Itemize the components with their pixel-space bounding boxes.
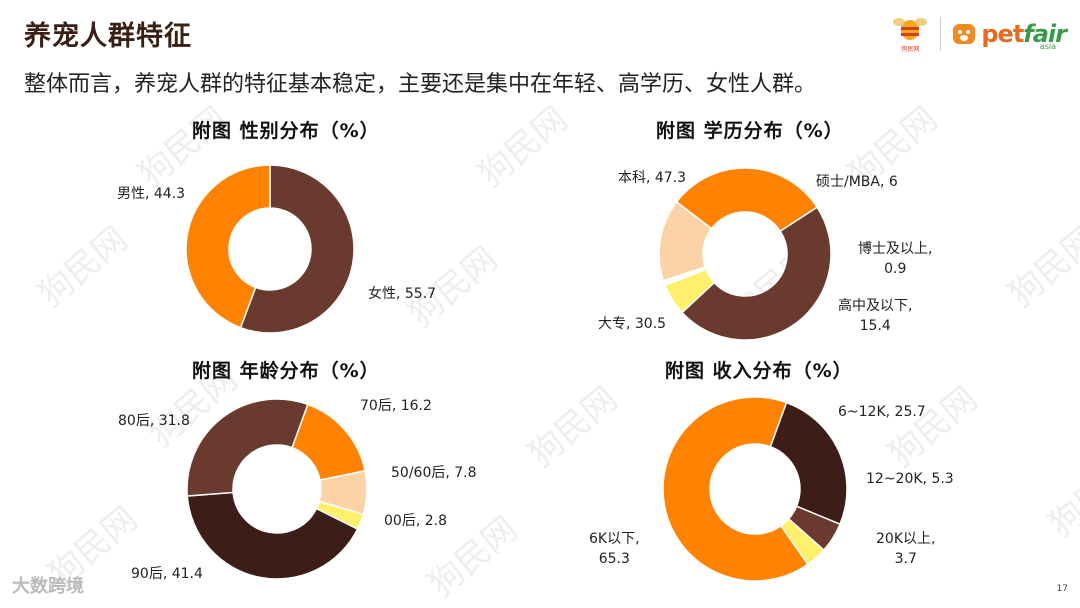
- goumin-logo: 狗民网: [890, 14, 930, 54]
- education-chart-title: 附图 学历分布（%）: [656, 120, 844, 142]
- page-subtitle: 整体而言，养宠人群的特征基本稳定，主要还是集中在年轻、高学历、女性人群。: [24, 72, 817, 97]
- slice-under-6k: [662, 396, 809, 582]
- gender-chart-title: 附图 性别分布（%）: [192, 120, 380, 142]
- data-label-50-60s: 50/60后, 7.8: [391, 465, 477, 481]
- dog-face-icon: [953, 24, 976, 44]
- slice-female: [239, 164, 355, 334]
- slice-6-12k: [769, 401, 848, 526]
- age-chart-title: 附图 年龄分布（%）: [192, 360, 380, 382]
- data-label-12-20k: 12~20K, 5.3: [866, 471, 954, 487]
- slice-90s: [186, 491, 359, 580]
- data-label-male: 男性, 44.3: [117, 186, 186, 202]
- data-label-00s: 00后, 2.8: [384, 513, 447, 529]
- data-label-6-12k: 6~12K, 25.7: [838, 404, 926, 420]
- data-label-80s: 80后, 31.8: [118, 413, 190, 429]
- data-label-college: 大专, 30.5: [598, 316, 667, 332]
- petfair-asia-text: asia: [1039, 42, 1056, 51]
- data-label-highschool: 高中及以下, 15.4: [838, 298, 913, 334]
- data-label-phd: 博士及以上, 0.9: [858, 241, 933, 277]
- data-label-master: 硕士/MBA, 6: [816, 174, 898, 190]
- data-label-90s: 90后, 41.4: [131, 566, 203, 582]
- slice-college: [675, 167, 819, 233]
- data-label-under-6k: 6K以下, 65.3: [589, 531, 640, 567]
- slice-80s: [186, 398, 309, 497]
- footer-brand: 大数跨境: [12, 576, 84, 597]
- page-number: 17: [1056, 584, 1068, 594]
- petfair-wordmark: petfair: [981, 20, 1067, 48]
- logo-area: 狗民网 petfair: [890, 14, 1067, 54]
- goumin-logo-caption: 狗民网: [901, 46, 920, 53]
- petfair-logo: petfair: [951, 20, 1067, 48]
- data-label-bachelor: 本科, 47.3: [618, 170, 687, 186]
- logo-divider: [940, 17, 942, 51]
- data-label-20k-plus: 20K以上, 3.7: [876, 531, 936, 567]
- bee-icon: [893, 18, 928, 40]
- data-label-female: 女性, 55.7: [368, 286, 437, 302]
- slice-bachelor: [680, 206, 832, 341]
- data-label-70s: 70后, 16.2: [360, 398, 432, 414]
- slice-male: [185, 164, 271, 329]
- page-title: 养宠人群特征: [24, 21, 192, 52]
- income-chart-title: 附图 收入分布（%）: [665, 360, 853, 382]
